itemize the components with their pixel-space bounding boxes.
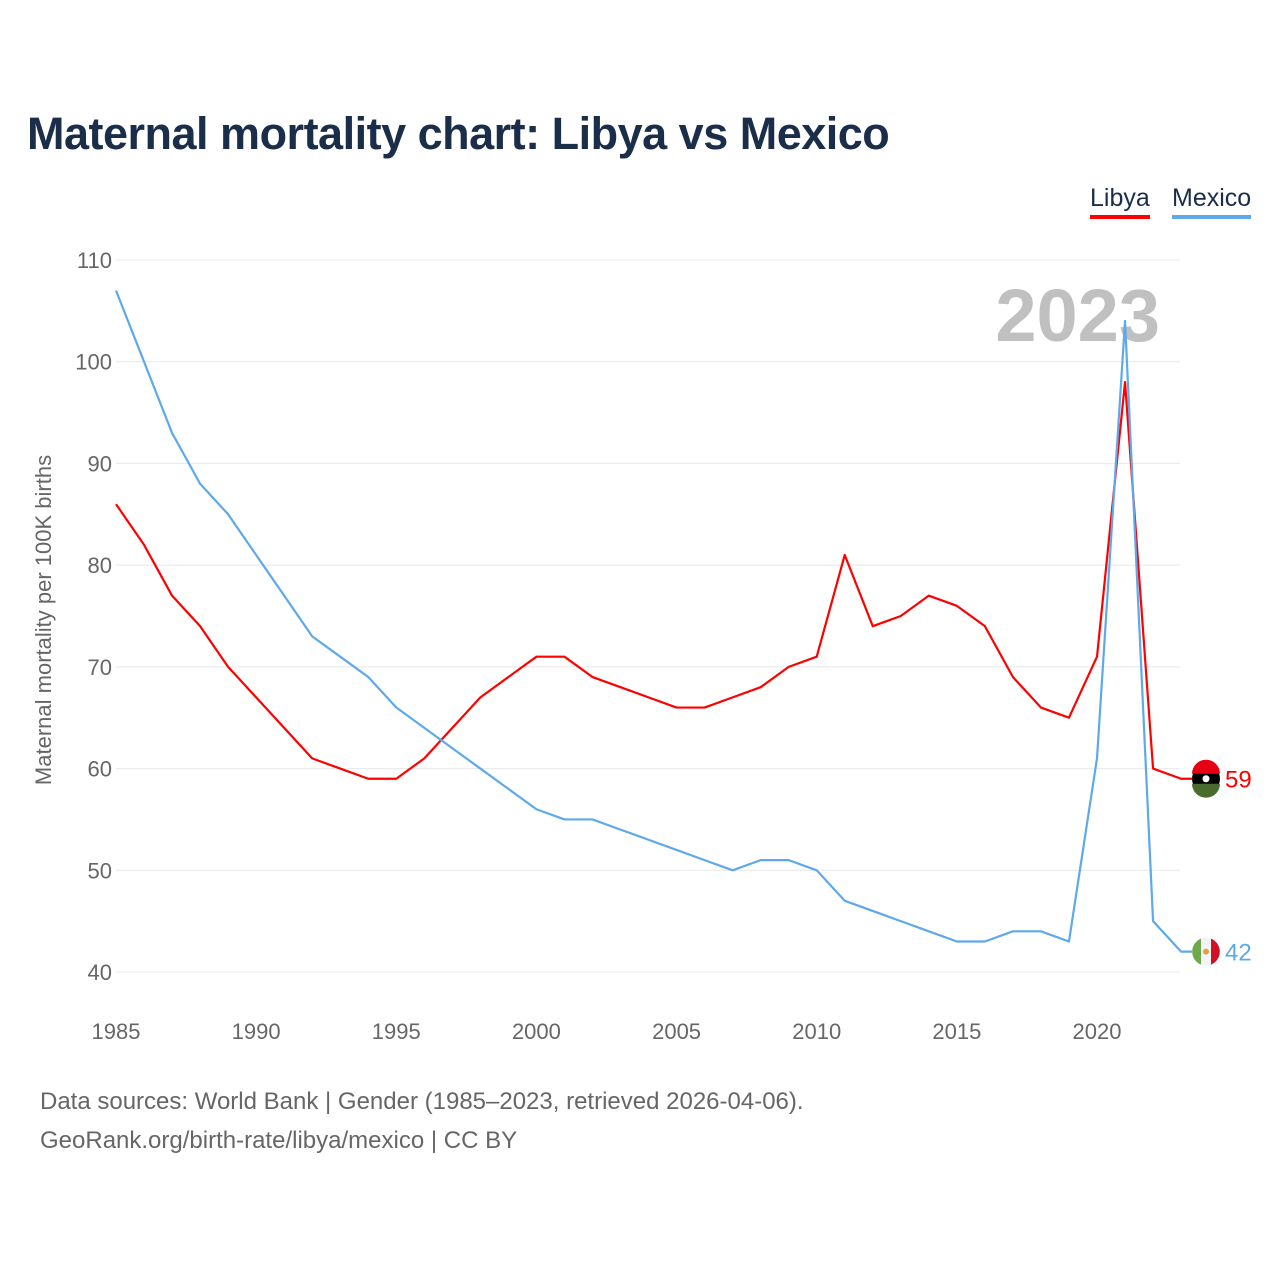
flag-libya-green [1192, 783, 1220, 798]
x-tick-label: 1990 [232, 1019, 281, 1044]
year-label: 2023 [995, 274, 1160, 357]
source-url: GeoRank.org/birth-rate/libya/mexico | CC… [40, 1127, 518, 1154]
y-tick-label: 110 [77, 248, 112, 273]
x-tick-label: 2005 [652, 1019, 701, 1044]
x-tick-label: 1985 [92, 1019, 141, 1044]
flag-mexico-emblem [1203, 948, 1209, 955]
x-tick-label: 2015 [932, 1019, 981, 1044]
legend-libya[interactable]: Libya [1090, 184, 1150, 219]
y-tick-label: 80 [88, 553, 112, 578]
y-tick-label: 70 [88, 655, 112, 680]
source-text: Data sources: World Bank | Gender (1985–… [40, 1088, 804, 1115]
y-axis-label: Maternal mortality per 100K births [31, 455, 56, 785]
y-tick-label: 40 [88, 960, 112, 985]
flag-mexico-green [1192, 938, 1201, 965]
chart-title: Maternal mortality chart: Libya vs Mexic… [27, 108, 890, 159]
flag-libya-crescent [1202, 775, 1210, 783]
flag-libya-red [1192, 759, 1220, 774]
y-tick-label: 60 [88, 757, 112, 782]
x-tick-label: 2010 [792, 1019, 841, 1044]
series-line-mexico [114, 290, 1192, 953]
flag-mexico-red [1211, 938, 1220, 965]
end-value-label: 59 [1225, 767, 1252, 794]
legend-mexico[interactable]: Mexico [1172, 184, 1252, 219]
x-tick-label: 1995 [372, 1019, 421, 1044]
x-tick-label: 2000 [512, 1019, 561, 1044]
y-tick-label: 100 [75, 350, 112, 375]
x-tick-label: 2020 [1073, 1019, 1122, 1044]
series-line-libya [115, 380, 1192, 780]
end-value-label: 42 [1225, 940, 1252, 967]
y-tick-label: 90 [88, 451, 112, 476]
y-tick-label: 50 [88, 858, 112, 883]
